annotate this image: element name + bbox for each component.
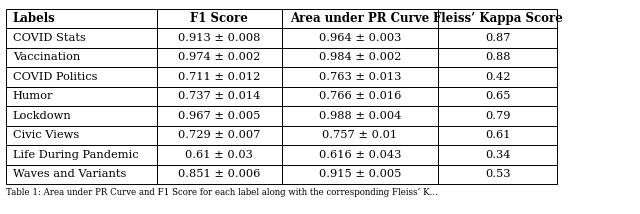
Bar — [438, 165, 557, 184]
Bar — [157, 28, 282, 48]
Bar — [282, 86, 438, 106]
Bar — [6, 28, 157, 48]
Text: 0.763 ± 0.013: 0.763 ± 0.013 — [319, 72, 401, 82]
Text: Area under PR Curve: Area under PR Curve — [291, 12, 429, 25]
Bar — [6, 106, 157, 126]
Text: 0.87: 0.87 — [485, 33, 510, 43]
Bar — [6, 48, 157, 67]
Text: 0.964 ± 0.003: 0.964 ± 0.003 — [319, 33, 401, 43]
Bar — [282, 126, 438, 145]
Text: 0.729 ± 0.007: 0.729 ± 0.007 — [178, 130, 260, 140]
Text: Humor: Humor — [13, 91, 53, 101]
Bar — [438, 126, 557, 145]
Text: 0.53: 0.53 — [485, 169, 510, 179]
Bar — [157, 145, 282, 165]
Bar — [438, 28, 557, 48]
Text: Labels: Labels — [13, 12, 56, 25]
Text: F1 Score: F1 Score — [190, 12, 248, 25]
Text: 0.616 ± 0.043: 0.616 ± 0.043 — [319, 150, 401, 160]
Text: 0.913 ± 0.008: 0.913 ± 0.008 — [178, 33, 260, 43]
Bar — [157, 126, 282, 145]
Bar — [157, 67, 282, 86]
Text: Lockdown: Lockdown — [13, 111, 72, 121]
Text: 0.737 ± 0.014: 0.737 ± 0.014 — [178, 91, 260, 101]
Bar — [282, 48, 438, 67]
Text: COVID Stats: COVID Stats — [13, 33, 86, 43]
Text: 0.967 ± 0.005: 0.967 ± 0.005 — [178, 111, 260, 121]
Bar — [438, 48, 557, 67]
Text: 0.65: 0.65 — [485, 91, 510, 101]
Bar — [6, 67, 157, 86]
Bar — [438, 9, 557, 28]
Bar — [6, 145, 157, 165]
Text: Life During Pandemic: Life During Pandemic — [13, 150, 138, 160]
Bar — [157, 9, 282, 28]
Bar — [6, 126, 157, 145]
Text: 0.757 ± 0.01: 0.757 ± 0.01 — [323, 130, 397, 140]
Bar — [438, 145, 557, 165]
Text: 0.88: 0.88 — [485, 52, 510, 62]
Text: 0.988 ± 0.004: 0.988 ± 0.004 — [319, 111, 401, 121]
Text: 0.61: 0.61 — [485, 130, 510, 140]
Bar — [282, 106, 438, 126]
Text: 0.851 ± 0.006: 0.851 ± 0.006 — [178, 169, 260, 179]
Bar — [282, 9, 438, 28]
Text: 0.915 ± 0.005: 0.915 ± 0.005 — [319, 169, 401, 179]
Bar — [6, 165, 157, 184]
Text: Fleiss’ Kappa Score: Fleiss’ Kappa Score — [433, 12, 563, 25]
Bar — [157, 165, 282, 184]
Bar — [157, 106, 282, 126]
Bar — [282, 165, 438, 184]
Text: 0.766 ± 0.016: 0.766 ± 0.016 — [319, 91, 401, 101]
Text: COVID Politics: COVID Politics — [13, 72, 97, 82]
Text: Vaccination: Vaccination — [13, 52, 80, 62]
Bar — [6, 9, 157, 28]
Text: 0.34: 0.34 — [485, 150, 510, 160]
Bar — [157, 86, 282, 106]
Text: 0.974 ± 0.002: 0.974 ± 0.002 — [178, 52, 260, 62]
Bar — [282, 145, 438, 165]
Bar — [282, 67, 438, 86]
Text: 0.61 ± 0.03: 0.61 ± 0.03 — [185, 150, 253, 160]
Text: 0.984 ± 0.002: 0.984 ± 0.002 — [319, 52, 401, 62]
Bar — [6, 86, 157, 106]
Text: Table 1: Area under PR Curve and F1 Score for each label along with the correspo: Table 1: Area under PR Curve and F1 Scor… — [6, 188, 438, 197]
Text: Waves and Variants: Waves and Variants — [13, 169, 126, 179]
Bar — [438, 86, 557, 106]
Bar — [282, 28, 438, 48]
Text: 0.711 ± 0.012: 0.711 ± 0.012 — [178, 72, 260, 82]
Text: Civic Views: Civic Views — [13, 130, 79, 140]
Bar — [438, 67, 557, 86]
Text: 0.42: 0.42 — [485, 72, 510, 82]
Bar — [157, 48, 282, 67]
Text: 0.79: 0.79 — [485, 111, 510, 121]
Bar — [438, 106, 557, 126]
